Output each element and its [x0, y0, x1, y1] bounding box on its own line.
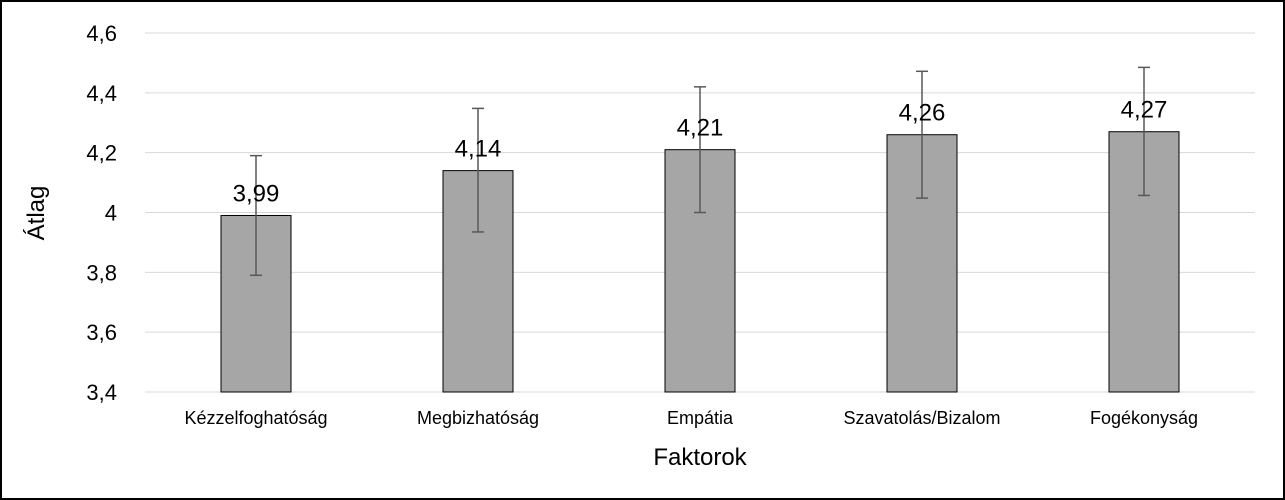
x-tick-label: Kézzelfoghatóság [184, 408, 327, 428]
x-tick-label: Fogékonyság [1090, 408, 1198, 428]
y-axis-ticks: 3,4 3,6 3,8 4 4,2 4,4 4,6 [86, 21, 117, 405]
x-tick-label: Szavatolás/Bizalom [843, 408, 1000, 428]
data-label: 4,21 [677, 115, 724, 142]
data-label: 4,27 [1121, 97, 1168, 124]
y-tick-label: 4,4 [86, 81, 117, 106]
error-bar [694, 86, 706, 214]
x-tick-label: Megbizhatóság [417, 408, 539, 428]
y-axis-label: Átlag [23, 186, 50, 241]
data-labels: 3,99 4,14 4,21 4,26 4,27 [233, 97, 1168, 208]
y-tick-label: 4,2 [86, 141, 117, 166]
y-tick-label: 3,6 [86, 320, 117, 345]
x-axis-label: Faktorok [653, 444, 747, 471]
y-tick-label: 3,4 [86, 380, 117, 405]
y-tick-label: 3,8 [86, 260, 117, 285]
error-bar [1138, 66, 1150, 197]
y-tick-label: 4,6 [86, 21, 117, 46]
data-label: 4,26 [899, 100, 946, 127]
x-tick-label: Empátia [667, 408, 734, 428]
data-label: 3,99 [233, 180, 280, 207]
error-bar [916, 70, 928, 199]
x-axis-ticks: Kézzelfoghatóság Megbizhatóság Empátia Szav… [184, 408, 1198, 428]
error-bar [250, 154, 262, 277]
y-tick-label: 4 [105, 201, 117, 226]
error-bars [250, 66, 1150, 277]
data-label: 4,14 [455, 136, 502, 163]
error-bar [472, 107, 484, 233]
